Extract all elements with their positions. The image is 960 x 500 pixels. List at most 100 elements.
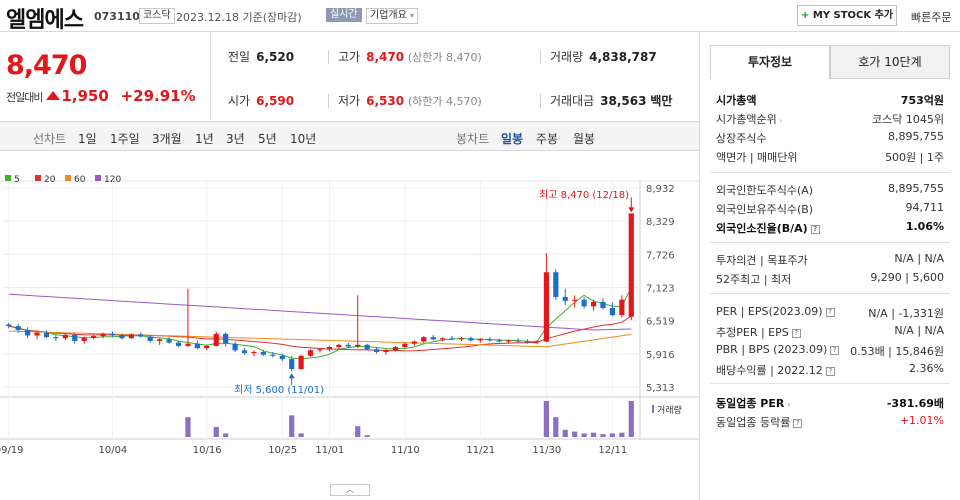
legend-label: 60	[74, 175, 86, 185]
info-label: 외국인소진율(B/A)?	[716, 220, 820, 236]
candle-body	[411, 341, 417, 344]
x-tick-label: 10/04	[98, 445, 127, 456]
stat-amount: 거래대금 38,563 백만	[550, 94, 673, 108]
candle-body	[543, 272, 549, 342]
info-row: 배당수익률 | 2022.12? 2.36%	[716, 360, 944, 378]
info-value: +1.01%	[899, 414, 944, 427]
info-row: 외국인보유주식수(B) 94,711	[716, 199, 944, 217]
panel-divider	[699, 32, 700, 500]
candle-body	[175, 342, 182, 346]
info-value: 753억원	[900, 94, 944, 107]
info-row: 시가총액순위 › 코스닥 1045위	[716, 109, 944, 127]
legend-swatch	[95, 175, 101, 181]
info-label: 동일업종 등락률?	[716, 414, 803, 430]
legend-label: 20	[44, 175, 56, 185]
period-3m[interactable]: 3개월	[152, 132, 182, 146]
help-icon[interactable]: ?	[791, 329, 801, 338]
candle-daily[interactable]: 일봉	[501, 132, 524, 146]
info-label: 52주최고 | 최저	[716, 273, 792, 286]
tab-orderbook[interactable]: 호가 10단계	[830, 45, 950, 79]
info-row: 외국인소진율(B/A)? 1.06%	[716, 218, 944, 236]
high-annotation: 최고 8,470 (12/18)	[539, 189, 629, 201]
low-annotation: 최저 5,600 (11/01)	[234, 384, 324, 396]
info-value: -381.69배	[886, 397, 944, 410]
volume-bar	[628, 401, 634, 437]
candle-monthly[interactable]: 월봉	[573, 132, 596, 146]
ma120-line	[8, 293, 632, 331]
candle-body	[15, 326, 21, 330]
chevron-right-icon[interactable]: ›	[776, 116, 783, 125]
candle-body	[100, 333, 106, 337]
candle-body	[109, 333, 116, 336]
current-price: 8,470	[6, 50, 87, 81]
info-label: 투자의견 | 목표주가	[716, 254, 808, 267]
panel-divider-line	[710, 172, 950, 173]
info-row: 동일업종 등락률? +1.01%	[716, 412, 944, 430]
help-icon[interactable]: ?	[825, 367, 835, 376]
ma60-line	[8, 330, 632, 348]
chevron-right-icon[interactable]: ›	[784, 400, 791, 409]
x-tick-label: 11/21	[466, 445, 495, 456]
y-tick-label: 7,123	[646, 283, 675, 294]
tab-investment-info[interactable]: 투자정보	[710, 45, 830, 79]
help-icon[interactable]: ?	[825, 308, 835, 317]
candle-body	[62, 334, 68, 339]
candle-body	[307, 350, 314, 356]
candle-body	[72, 334, 78, 341]
quick-order-link[interactable]: 빠른주문	[911, 11, 952, 24]
volume-bar	[600, 434, 606, 437]
x-tick-label: 11/10	[391, 445, 420, 456]
info-value: 94,711	[905, 201, 945, 214]
candle-body	[317, 349, 323, 351]
realtime-button[interactable]: 실시간	[326, 8, 362, 22]
candle-body	[609, 307, 616, 316]
candle-body	[166, 339, 172, 343]
x-tick-label: 09/19	[0, 445, 24, 456]
candle-body	[506, 340, 512, 342]
collapse-button[interactable]: ︿	[330, 484, 370, 496]
candle-body	[81, 337, 87, 341]
candle-body	[345, 344, 351, 347]
add-mystock-button[interactable]: + MY STOCK 추가	[797, 5, 897, 26]
y-tick-label: 5,313	[646, 383, 675, 394]
info-value: 500원 | 1주	[885, 151, 944, 164]
company-overview-dropdown[interactable]: 기업개요 ▾	[366, 8, 419, 24]
chevron-up-icon: ︿	[346, 485, 354, 494]
period-1w[interactable]: 1주일	[110, 132, 140, 146]
change-value: 1,950	[61, 87, 109, 105]
candle-body	[468, 338, 474, 341]
info-value: N/A | N/A	[894, 324, 944, 337]
y-tick-label: 8,329	[646, 217, 675, 228]
candle-body	[553, 272, 559, 297]
candle-body	[515, 340, 521, 342]
volume-bar	[289, 415, 295, 437]
market-badge: 코스닥	[139, 8, 175, 24]
info-label: 시가총액순위 ›	[716, 113, 783, 126]
info-value: N/A | N/A	[894, 252, 944, 265]
candle-body	[562, 296, 568, 301]
candle-body	[251, 351, 257, 354]
period-1y[interactable]: 1년	[195, 132, 214, 146]
candle-weekly[interactable]: 주봉	[536, 132, 559, 146]
help-icon[interactable]: ?	[810, 225, 820, 234]
help-icon[interactable]: ?	[793, 419, 803, 428]
candle-body	[43, 332, 50, 338]
period-5y[interactable]: 5년	[258, 132, 277, 146]
period-1d[interactable]: 1일	[78, 132, 97, 146]
mystock-label: MY STOCK 추가	[812, 10, 894, 21]
volume-bar	[213, 426, 219, 437]
info-row: 상장주식수 8,895,755	[716, 128, 944, 146]
candle-body	[213, 333, 219, 346]
stat-volume: 거래량 4,838,787	[550, 50, 657, 64]
info-row: PBR | BPS (2023.09)? 0.53배 | 15,846원	[716, 341, 944, 359]
volume-bar	[355, 426, 361, 437]
help-icon[interactable]: ?	[830, 346, 840, 355]
candle-body	[298, 355, 304, 370]
info-value: N/A | -1,331원	[868, 307, 944, 320]
volume-bar	[223, 433, 229, 437]
period-3y[interactable]: 3년	[226, 132, 245, 146]
period-10y[interactable]: 10년	[290, 132, 317, 146]
info-row: 투자의견 | 목표주가 N/A | N/A	[716, 250, 944, 268]
line-chart-label: 선차트	[33, 132, 67, 146]
info-value: 8,895,755	[888, 182, 944, 195]
